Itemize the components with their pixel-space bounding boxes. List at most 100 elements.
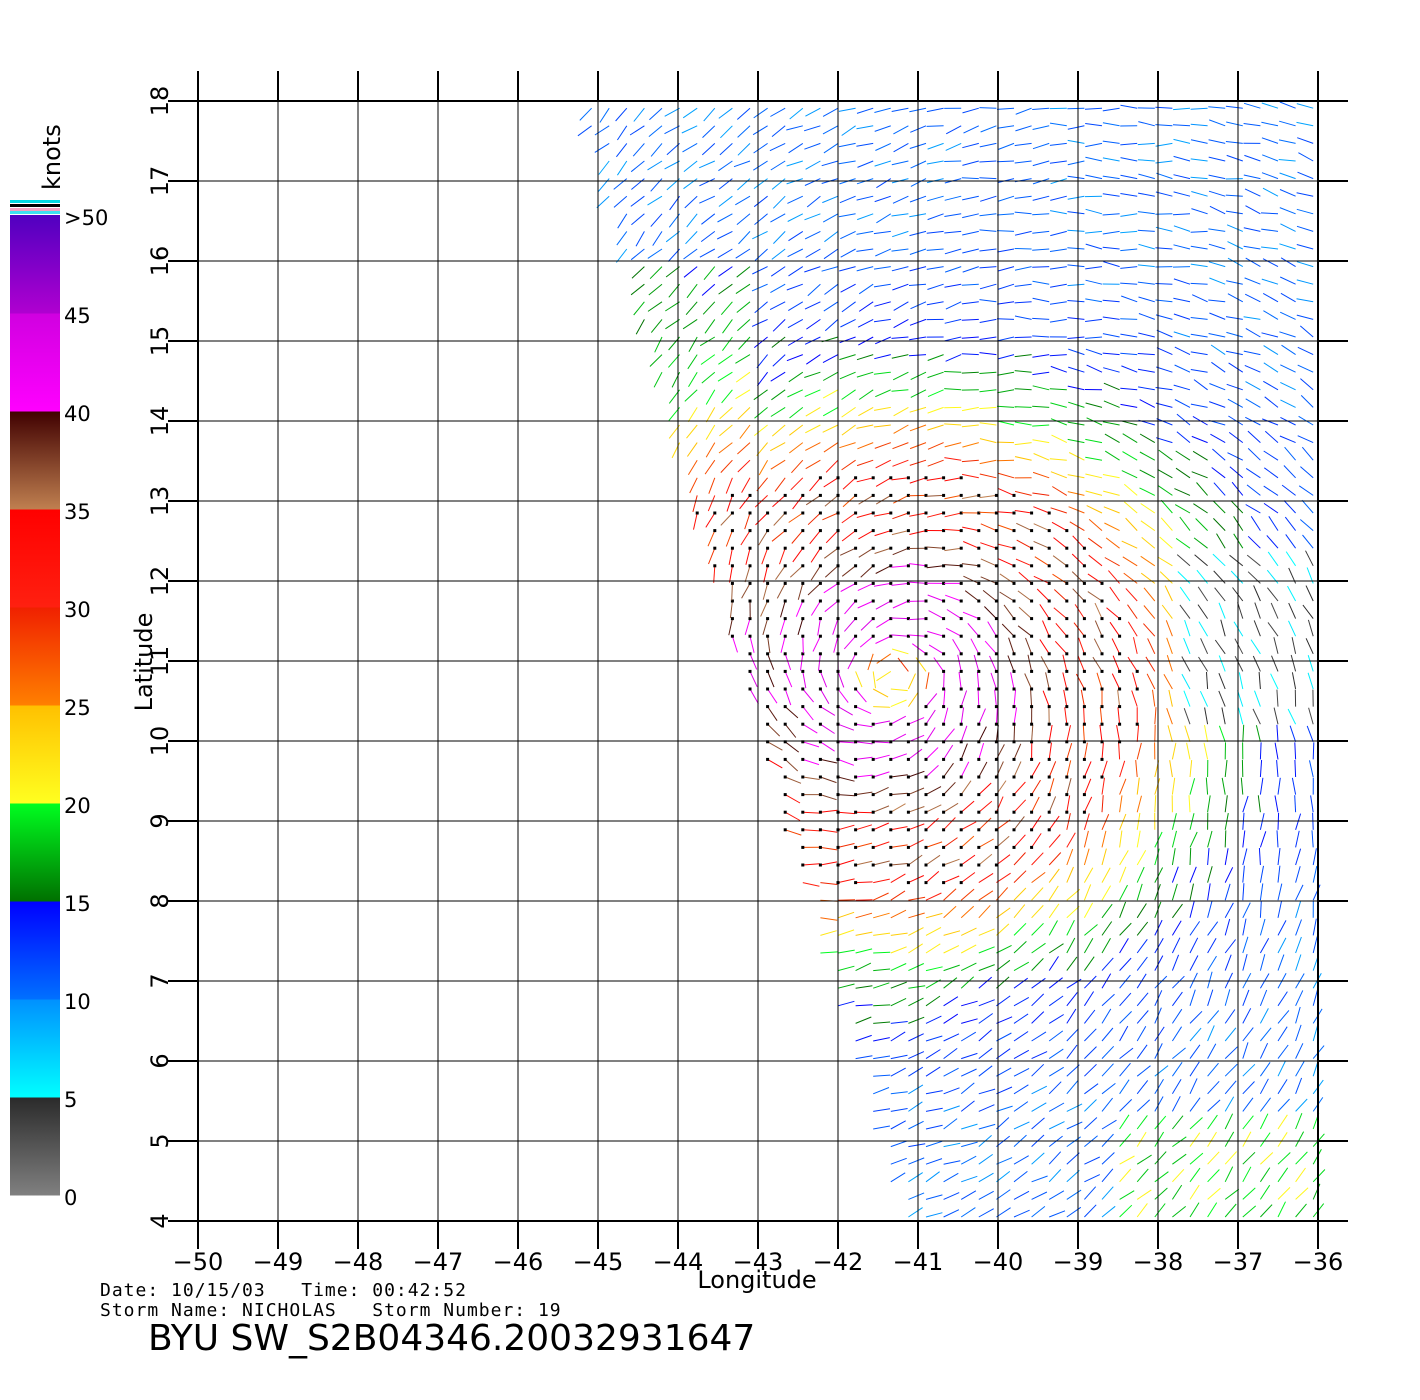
wind-vector: [1207, 1025, 1215, 1042]
wind-vector: [1127, 604, 1138, 619]
wind-vector: [1127, 621, 1138, 637]
wind-vector: [1101, 885, 1112, 901]
wind-vector: [754, 213, 768, 225]
wind-vector: [1086, 505, 1103, 514]
rain-flag-dot: [959, 863, 963, 867]
wind-vector: [1263, 450, 1279, 461]
wind-vector: [1179, 604, 1191, 619]
wind-vector: [1120, 104, 1138, 109]
wind-vector: [1295, 901, 1301, 918]
wind-vector: [705, 442, 716, 458]
wind-vector: [1295, 1098, 1308, 1112]
wind-vector: [979, 352, 997, 356]
wind-vector: [943, 1033, 960, 1042]
rain-flag-dot: [906, 793, 910, 797]
wind-vector: [1132, 672, 1138, 690]
wind-vector: [1054, 640, 1068, 655]
rain-flag-dot: [783, 617, 787, 621]
x-tick-label: −41: [893, 1248, 944, 1276]
wind-vector: [1224, 760, 1228, 778]
wind-vector: [1143, 605, 1156, 619]
wind-vector: [1183, 637, 1191, 654]
wind-vector: [739, 424, 751, 439]
wind-vector: [978, 1104, 995, 1112]
rain-flag-dot: [889, 828, 893, 832]
wind-vector: [647, 195, 663, 206]
wind-vector: [685, 231, 698, 245]
wind-vector: [960, 962, 977, 972]
rain-flag-dot: [1065, 581, 1069, 585]
rain-flag-dot: [1065, 669, 1069, 673]
wind-vector: [1048, 995, 1064, 1007]
wind-vector: [978, 946, 995, 954]
x-tick-label: −37: [1213, 1248, 1264, 1276]
wind-vector: [1048, 725, 1053, 742]
wind-vector: [770, 459, 786, 470]
wind-vector: [1284, 516, 1296, 531]
wind-vector: [1085, 490, 1103, 496]
wind-vector: [1111, 673, 1121, 690]
wind-vector: [1295, 813, 1302, 830]
wind-vector: [1263, 380, 1279, 391]
wind-vector: [1155, 437, 1173, 444]
wind-vector: [1244, 293, 1261, 303]
wind-vector: [997, 248, 1015, 253]
wind-vector: [1013, 816, 1025, 831]
rain-flag-dot: [959, 581, 963, 585]
rain-flag-dot: [854, 511, 858, 515]
wind-vector: [822, 389, 839, 399]
wind-vector: [873, 266, 891, 270]
wind-vector: [873, 1004, 891, 1007]
wind-vector: [1279, 101, 1296, 109]
wind-vector: [1298, 485, 1314, 496]
wind-vector: [1102, 246, 1120, 250]
rain-flag-dot: [1047, 810, 1051, 814]
wind-vector: [729, 600, 733, 618]
wind-vector: [1191, 294, 1208, 303]
rain-flag-dot: [818, 476, 822, 480]
rain-flag-dot: [1065, 740, 1069, 744]
colorbar-stripe: [10, 204, 60, 207]
rain-flag-dot: [977, 793, 981, 797]
wind-vector: [890, 715, 907, 725]
rain-flag-dot: [906, 634, 910, 638]
wind-vector: [960, 761, 970, 778]
wind-vector: [708, 477, 716, 494]
wind-vector: [1049, 354, 1067, 357]
wind-vector: [664, 125, 680, 135]
rain-flag-dot: [854, 810, 858, 814]
wind-vector: [944, 213, 962, 217]
x-tick-label: −43: [733, 1248, 784, 1276]
wind-vector: [1099, 724, 1103, 742]
wind-vector: [979, 422, 997, 426]
wind-vector: [1066, 1008, 1077, 1024]
rain-flag-dot: [1118, 740, 1122, 744]
wind-vector: [891, 530, 909, 536]
rain-flag-dot: [1030, 705, 1034, 709]
wind-vector: [960, 927, 977, 936]
wind-vector: [789, 107, 804, 120]
wind-vector: [1050, 283, 1067, 288]
wind-vector: [1101, 938, 1111, 954]
wind-vector: [1121, 470, 1138, 479]
wind-vector: [751, 318, 768, 327]
wind-vector: [856, 477, 874, 483]
wind-vector: [1136, 1189, 1152, 1200]
wind-vector: [1225, 141, 1243, 144]
wind-vector: [1008, 637, 1015, 654]
rain-flag-dot: [959, 810, 963, 814]
wind-vector: [1045, 672, 1050, 690]
wind-vector: [1259, 865, 1264, 883]
wind-vector: [1244, 154, 1261, 162]
date-time-line: Date: 10/15/03 Time: 00:42:52: [100, 1280, 467, 1301]
wind-vector: [1181, 673, 1191, 690]
wind-vector: [997, 389, 1015, 394]
wind-vector: [1245, 504, 1261, 514]
wind-vector: [996, 1157, 1013, 1165]
wind-vector: [1120, 193, 1138, 197]
wind-vector: [944, 283, 962, 288]
wind-vector: [1102, 140, 1120, 144]
wind-vector: [1034, 556, 1050, 567]
wind-vector: [810, 565, 821, 581]
wind-vector: [978, 890, 994, 901]
